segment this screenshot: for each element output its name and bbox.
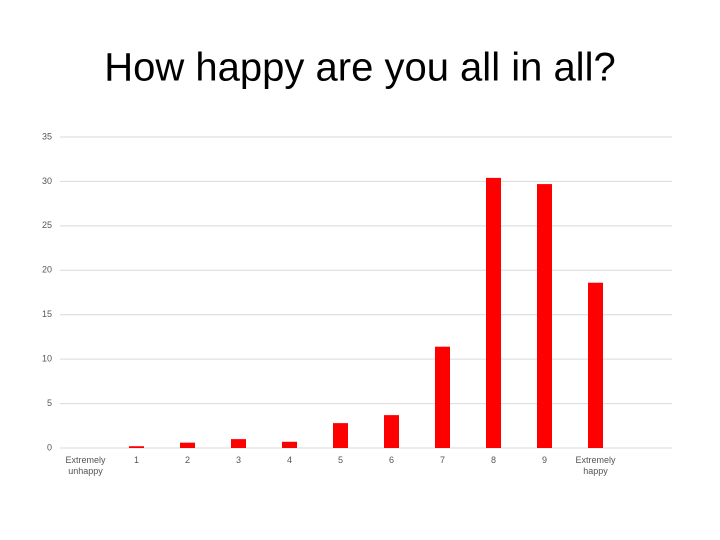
x-tick-label: 2 [184,455,190,465]
y-tick-label: 0 [47,442,52,452]
bar [384,415,399,448]
bar [486,177,501,449]
y-tick-label: 15 [42,309,52,319]
bar [537,184,552,448]
bar [333,423,348,448]
x-tick-label: 5 [337,455,343,465]
x-tick-label: 3 [235,455,241,465]
x-tick-label: 6 [388,455,394,465]
x-tick-label: 4 [286,455,292,465]
bar [588,282,603,448]
bar [435,346,450,448]
x-tick-label: Extremely happy [575,455,616,476]
bar [231,439,246,448]
y-tick-label: 30 [42,176,52,186]
x-tick-label: 7 [439,455,445,465]
x-tick-label: 1 [133,455,139,465]
bar [129,446,144,448]
y-tick-label: 35 [42,131,52,141]
x-tick-label: 8 [490,455,496,465]
bar [282,441,297,448]
chart-title: How happy are you all in all? [104,46,615,90]
y-tick-label: 25 [42,220,52,230]
x-tick-label: 9 [541,455,547,465]
y-tick-label: 20 [42,265,52,275]
y-tick-label: 5 [47,398,52,408]
bar [180,442,195,448]
y-tick-label: 10 [42,354,52,364]
x-tick-label: Extremely unhappy [65,455,106,476]
